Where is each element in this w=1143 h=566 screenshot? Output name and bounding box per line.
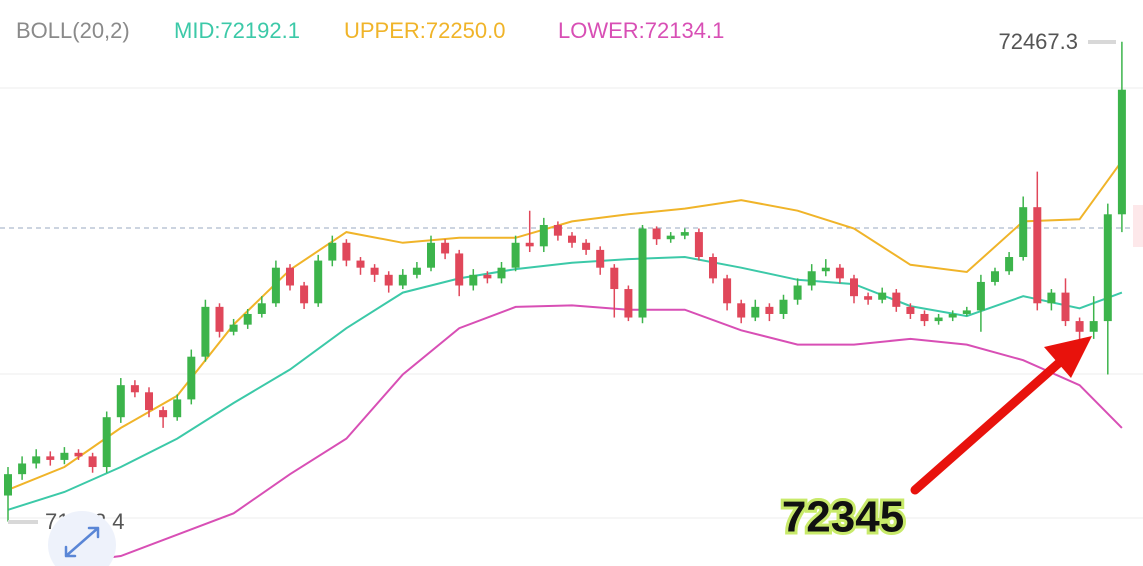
candle-body	[976, 281, 985, 311]
candle-body	[412, 267, 421, 275]
candle-body	[610, 267, 619, 290]
candle-body	[850, 278, 858, 297]
candle-body	[173, 399, 182, 418]
arrow	[910, 336, 1092, 495]
candle-body	[102, 417, 111, 468]
candle-body	[765, 306, 774, 314]
candle-body	[582, 242, 591, 250]
candles	[4, 41, 1126, 522]
candle-body	[892, 292, 901, 307]
candle-body	[934, 317, 943, 322]
band-line	[7, 255, 1123, 511]
candle-body	[1061, 292, 1070, 322]
candle-body	[539, 224, 548, 247]
candle-body	[680, 232, 689, 236]
price-tag	[1133, 205, 1143, 247]
candle-body	[286, 267, 294, 286]
candle-body	[1033, 207, 1042, 304]
candle-body	[1075, 321, 1084, 332]
candle-body	[88, 456, 97, 468]
candle-body	[638, 228, 647, 318]
candle-body	[18, 463, 27, 475]
candle-body	[441, 242, 450, 254]
candle-body	[342, 242, 351, 261]
candle-body	[835, 267, 844, 279]
candle-body	[145, 392, 153, 411]
candle-body	[723, 278, 732, 304]
candle-body	[920, 313, 929, 322]
candle-body	[455, 253, 464, 286]
candle-body	[243, 313, 252, 325]
candle-body	[300, 285, 309, 304]
candle-body	[906, 306, 915, 314]
candle-body	[666, 235, 675, 240]
candle-body	[511, 242, 520, 268]
candle-body	[807, 271, 816, 286]
band-line	[64, 304, 1123, 565]
candle-body	[370, 267, 379, 275]
candle-body	[878, 292, 887, 300]
candle-body	[427, 242, 435, 268]
legend-lower: LOWER:72134.1	[558, 18, 724, 43]
candle-body	[229, 324, 238, 332]
candle-body	[483, 274, 492, 279]
candle-body	[709, 257, 717, 279]
candle-body	[32, 456, 41, 464]
legend-indicator: BOLL(20,2)	[16, 18, 130, 43]
candle-body	[821, 267, 830, 272]
bands	[7, 160, 1123, 565]
candle-body	[864, 296, 873, 300]
candle-body	[596, 249, 605, 268]
candle-body	[60, 452, 69, 460]
candle-body	[4, 474, 12, 496]
candle-body	[74, 452, 83, 457]
candle-body	[356, 260, 365, 268]
legend: BOLL(20,2) MID:72192.1 UPPER:72250.0 LOW…	[16, 18, 724, 43]
candle-body	[991, 271, 999, 282]
candle-body	[779, 299, 788, 314]
candle-body	[1117, 89, 1126, 215]
candle-body	[130, 385, 139, 393]
candle-body	[116, 385, 125, 418]
candle-body	[525, 242, 534, 247]
annotation: 72345	[782, 493, 904, 542]
candle-body	[624, 289, 633, 318]
candle-body	[652, 228, 661, 240]
candle-body	[187, 356, 196, 400]
candle-body	[201, 306, 210, 357]
candle-body	[469, 274, 478, 286]
candle-body	[328, 242, 337, 261]
candle-body	[568, 235, 576, 243]
candle-body	[1019, 207, 1028, 258]
candle-body	[962, 310, 971, 314]
candle-body	[497, 267, 506, 279]
candle-body	[46, 456, 55, 460]
legend-mid: MID:72192.1	[174, 18, 300, 43]
candle-body	[398, 274, 407, 286]
candle-body	[314, 260, 323, 304]
candle-body	[1103, 214, 1112, 322]
candle-body	[257, 303, 266, 314]
zoom-icon[interactable]	[48, 511, 116, 566]
candle-body	[553, 224, 562, 236]
candle-body	[948, 313, 957, 318]
candle-body	[215, 306, 224, 332]
candle-body	[737, 303, 746, 318]
candle-body	[159, 410, 168, 418]
candle-body	[271, 267, 280, 304]
candle-body	[384, 274, 393, 286]
band-line	[7, 160, 1123, 491]
candle-body	[793, 285, 802, 300]
high-label: 72467.3	[998, 29, 1078, 54]
candle-body	[694, 232, 703, 258]
candle-body	[1005, 257, 1014, 272]
legend-upper: UPPER:72250.0	[344, 18, 505, 43]
candle-body	[1047, 292, 1056, 304]
candle-body	[751, 306, 760, 318]
candle-body	[1089, 321, 1098, 332]
